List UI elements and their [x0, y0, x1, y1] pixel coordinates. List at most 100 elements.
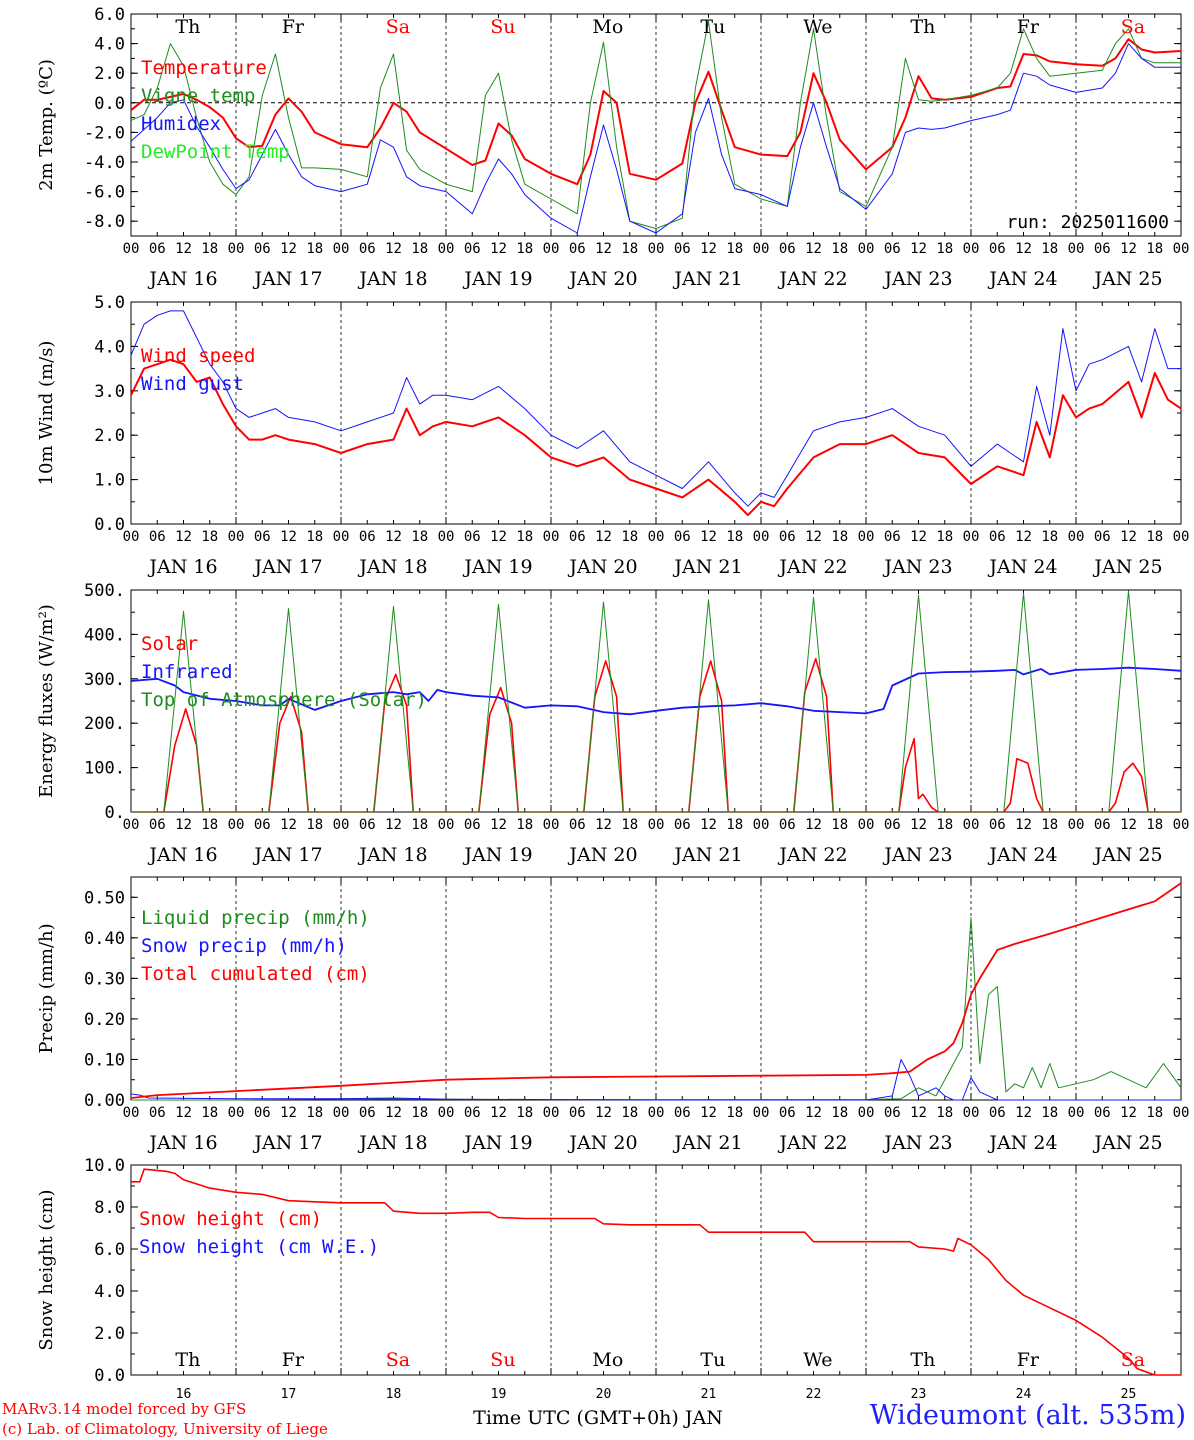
weekday-label: We	[803, 16, 832, 38]
hour-tick-label: 18	[936, 241, 953, 257]
hour-tick-label: 18	[411, 817, 428, 833]
date-label: JAN 23	[882, 844, 952, 866]
legend-entry: Top of Atmosphere (Solar)	[141, 689, 427, 711]
hour-tick-label: 06	[254, 817, 271, 833]
hour-tick-label: 06	[884, 241, 901, 257]
date-label: JAN 20	[567, 844, 637, 866]
hour-tick-label: 06	[1094, 817, 1111, 833]
hour-tick-label: 06	[464, 241, 481, 257]
y-tick-label: 0.0	[94, 1366, 125, 1386]
hour-tick-label: 12	[1015, 817, 1032, 833]
hour-tick-label: 18	[831, 529, 848, 545]
hour-tick-label: 00	[648, 241, 665, 257]
hour-tick-label: 18	[1146, 1105, 1163, 1121]
hour-tick-label: 00	[963, 241, 980, 257]
day-number-label: 18	[386, 1387, 402, 1402]
series-infrared	[130, 666, 1182, 716]
hour-tick-label: 00	[228, 1105, 245, 1121]
hour-tick-label: 18	[1041, 817, 1058, 833]
hour-tick-label: 00	[858, 1105, 875, 1121]
hour-tick-label: 00	[438, 529, 455, 545]
hour-tick-label: 18	[1041, 1105, 1058, 1121]
y-axis-label: Precip (mm/h)	[36, 923, 57, 1053]
hour-tick-label: 06	[779, 529, 796, 545]
hour-tick-label: 18	[936, 1105, 953, 1121]
y-tick-label: 400.	[84, 625, 125, 645]
day-number-label: 23	[911, 1387, 927, 1402]
legend-entry: Wind speed	[141, 345, 255, 367]
hour-tick-label: 12	[490, 529, 507, 545]
date-label: JAN 25	[1092, 268, 1162, 290]
series-vigne-temp	[130, 20, 1181, 230]
y-tick-label: 500.	[84, 581, 125, 601]
hour-tick-label: 18	[201, 241, 218, 257]
hour-tick-label: 18	[411, 241, 428, 257]
hour-tick-label: 00	[123, 817, 140, 833]
hour-tick-label: 18	[201, 817, 218, 833]
hour-tick-label: 12	[280, 529, 297, 545]
hour-tick-label: 06	[359, 817, 376, 833]
y-tick-label: -2.0	[84, 123, 125, 143]
weekday-label: Sa	[1121, 16, 1145, 38]
hour-tick-label: 06	[779, 1105, 796, 1121]
y-tick-label: 4.0	[94, 337, 125, 357]
hour-tick-label: 00	[648, 1105, 665, 1121]
hour-tick-label: 06	[1094, 529, 1111, 545]
hour-tick-label: 18	[1041, 241, 1058, 257]
y-tick-label: 2.0	[94, 64, 125, 84]
y-tick-label: 8.0	[94, 1198, 125, 1218]
hour-tick-label: 18	[621, 241, 638, 257]
hour-tick-label: 18	[726, 241, 743, 257]
hour-tick-label: 18	[306, 529, 323, 545]
y-tick-label: -8.0	[84, 212, 125, 232]
hour-tick-label: 12	[490, 241, 507, 257]
series-top-of-atmosphere-solar	[131, 590, 1181, 813]
date-label: JAN 19	[462, 1132, 532, 1154]
hour-tick-label: 12	[1015, 1105, 1032, 1121]
y-tick-label: 10.0	[84, 1156, 125, 1176]
hour-tick-label: 18	[201, 1105, 218, 1121]
x-axis-label: Time UTC (GMT+0h) JAN	[473, 1407, 723, 1429]
date-label: JAN 24	[987, 268, 1057, 290]
hour-tick-label: 00	[333, 529, 350, 545]
weekday-label: Sa	[386, 1349, 410, 1371]
y-tick-label: 0.30	[84, 969, 125, 989]
series-humidex	[130, 43, 1181, 234]
weekday-label: We	[803, 1349, 832, 1371]
y-tick-label: 0.00	[84, 1091, 125, 1111]
hour-tick-label: 12	[910, 529, 927, 545]
hour-tick-label: 18	[726, 817, 743, 833]
hour-tick-label: 06	[359, 241, 376, 257]
hour-tick-label: 00	[753, 817, 770, 833]
hour-tick-label: 06	[569, 817, 586, 833]
hour-tick-label: 06	[359, 1105, 376, 1121]
hour-tick-label: 06	[989, 817, 1006, 833]
hour-tick-label: 00	[753, 529, 770, 545]
hour-tick-label: 00	[648, 529, 665, 545]
date-label: JAN 16	[147, 844, 217, 866]
hour-tick-label: 18	[516, 817, 533, 833]
hour-tick-label: 06	[464, 1105, 481, 1121]
run-label: run: 2025011600	[1006, 212, 1169, 233]
date-label: JAN 18	[357, 268, 427, 290]
hour-tick-label: 00	[123, 1105, 140, 1121]
hour-tick-label: 12	[175, 241, 192, 257]
hour-tick-label: 00	[228, 241, 245, 257]
hour-tick-label: 18	[411, 529, 428, 545]
y-axis-label: 2m Temp. (ºC)	[36, 59, 57, 191]
weekday-label: Mo	[592, 16, 623, 38]
hour-tick-label: 12	[595, 1105, 612, 1121]
hour-tick-label: 12	[805, 1105, 822, 1121]
y-tick-label: 0.10	[84, 1050, 125, 1070]
date-label: JAN 21	[672, 1132, 742, 1154]
hour-tick-label: 06	[779, 241, 796, 257]
hour-tick-label: 00	[438, 1105, 455, 1121]
y-tick-label: 0.20	[84, 1010, 125, 1030]
date-label: JAN 17	[252, 268, 322, 290]
series-snow-precip-mm-h	[130, 1059, 1181, 1101]
hour-tick-label: 00	[1173, 241, 1190, 257]
weekday-label: Th	[910, 16, 935, 38]
weekday-label: Sa	[1121, 1349, 1145, 1371]
weekday-label: Sa	[386, 16, 410, 38]
hour-tick-label: 12	[175, 1105, 192, 1121]
